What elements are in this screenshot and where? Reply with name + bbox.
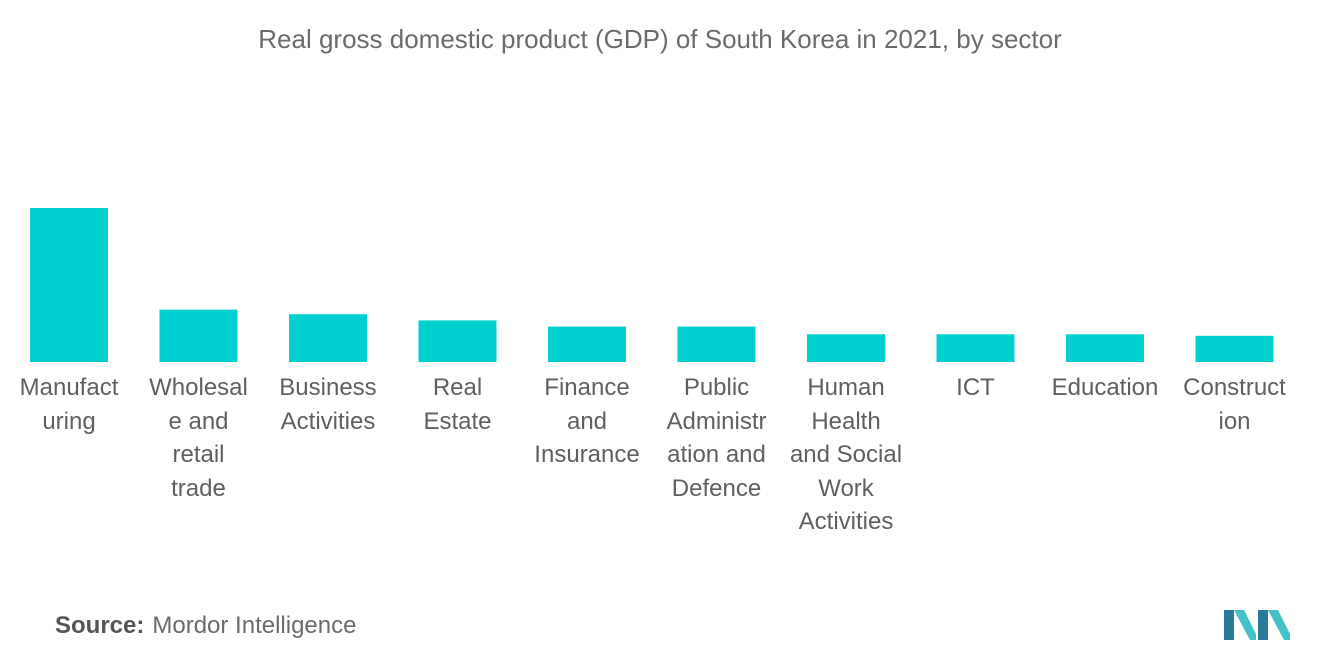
- category-label-1: Manufact uring: [19, 374, 119, 435]
- bar-1: [30, 208, 108, 362]
- bar-4: [418, 320, 497, 362]
- category-label-4: Real Estate: [423, 374, 492, 435]
- bar-2: [159, 309, 238, 362]
- bar-6: [677, 326, 756, 362]
- bar-10: [1195, 335, 1274, 362]
- category-label-3: Business Activities: [279, 374, 377, 435]
- category-label-9: Education: [1051, 374, 1159, 401]
- bar-7: [807, 334, 885, 362]
- category-label-6: Public Administr ation and Defence: [666, 374, 767, 502]
- category-label-2: Wholesal e and retail trade: [149, 374, 248, 502]
- category-label-5: Finance and Insurance: [534, 374, 640, 468]
- source-label: Source:: [55, 612, 145, 639]
- category-label-10: Construct ion: [1183, 374, 1286, 435]
- category-label-7: Human Health and Social Work Activities: [789, 374, 903, 535]
- source-note: Source: Mordor Intelligence: [55, 612, 356, 640]
- category-label-8: ICT: [956, 374, 995, 401]
- mordor-intelligence-logo: [1224, 610, 1290, 640]
- bar-5: [548, 326, 626, 362]
- bar-8: [936, 334, 1015, 362]
- chart-title: Real gross domestic product (GDP) of Sou…: [258, 24, 1062, 54]
- bar-9: [1066, 334, 1144, 362]
- bar-3: [289, 314, 367, 362]
- source-text: Mordor Intelligence: [152, 612, 357, 639]
